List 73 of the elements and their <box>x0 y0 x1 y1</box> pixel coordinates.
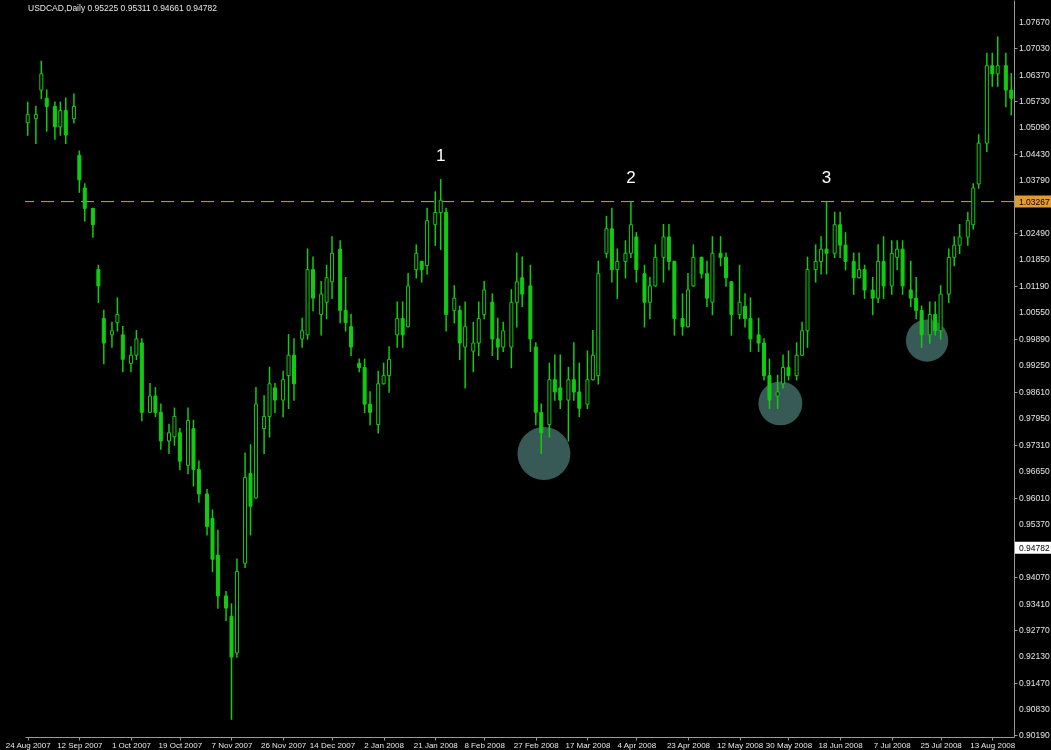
annotation: 2 <box>626 167 636 187</box>
candlestick <box>281 370 286 418</box>
candlestick <box>33 105 38 144</box>
x-tick-label: 30 May 2008 <box>765 740 813 750</box>
y-tick-label: 1.00550 <box>1019 307 1050 318</box>
y-tick-label: 1.05090 <box>1019 122 1050 133</box>
x-tick-label: 1 Oct 2007 <box>111 740 152 750</box>
x-tick-label: 7 Jul 2008 <box>873 740 912 750</box>
candlestick <box>395 301 400 348</box>
x-tick-label: 8 Feb 2008 <box>464 740 506 750</box>
x-tick-label: 21 Jan 2008 <box>413 740 459 750</box>
y-tick-label: 0.93410 <box>1019 598 1050 609</box>
candlestick <box>115 297 120 332</box>
x-tick-label: 12 May 2008 <box>716 740 764 750</box>
x-tick-label: 12 Sep 2007 <box>57 740 104 750</box>
y-tick-label: 1.02490 <box>1019 228 1050 239</box>
ref-line-label: 1.03267 <box>1019 196 1050 207</box>
y-tick-label: 0.95370 <box>1019 518 1050 529</box>
x-tick-label: 13 Aug 2008 <box>970 740 1016 750</box>
candlestick <box>471 321 476 373</box>
candlestick <box>71 93 76 124</box>
candlestick <box>995 36 1000 87</box>
annotation: 3 <box>821 167 832 187</box>
candlestick <box>957 223 962 255</box>
x-tick-label: 19 Oct 2007 <box>158 740 203 750</box>
y-tick-label: 1.06370 <box>1019 70 1050 81</box>
y-tick-label: 1.01850 <box>1019 254 1050 265</box>
candlestick <box>44 89 49 132</box>
y-tick-label: 0.99250 <box>1019 360 1050 371</box>
candlestick <box>224 591 229 622</box>
annotation: 1 <box>435 145 446 165</box>
y-tick-label: 0.96010 <box>1019 492 1050 503</box>
x-tick-label: 18 Jun 2008 <box>818 740 864 750</box>
candlestick <box>96 264 101 303</box>
y-tick-label: 0.90190 <box>1019 729 1050 740</box>
y-tick-label: 1.03790 <box>1019 175 1050 186</box>
y-tick-label: 0.91470 <box>1019 677 1050 688</box>
candlestick <box>82 183 87 222</box>
y-tick-label: 0.94070 <box>1019 571 1050 582</box>
y-tick-label: 0.99890 <box>1019 334 1050 345</box>
candlestick <box>39 60 44 100</box>
x-tick-label: 27 Feb 2008 <box>513 740 560 750</box>
y-tick-label: 0.92130 <box>1019 650 1050 661</box>
x-tick-label: 23 Apr 2008 <box>666 740 711 750</box>
x-tick-label: 7 Nov 2007 <box>211 740 253 750</box>
x-tick-label: 26 Nov 2007 <box>260 740 307 750</box>
y-tick-label: 0.98610 <box>1019 386 1050 397</box>
y-tick-label: 0.92770 <box>1019 624 1050 635</box>
candlestick <box>25 101 30 136</box>
y-tick-label: 0.90830 <box>1019 703 1050 714</box>
candlestick <box>414 244 419 279</box>
candlestick <box>90 207 95 238</box>
candlestick <box>109 321 114 348</box>
candlestick <box>433 191 438 246</box>
y-tick-label: 0.96650 <box>1019 466 1050 477</box>
candlestick <box>349 313 354 356</box>
x-tick-label: 14 Dec 2007 <box>309 740 356 750</box>
chart-title: USDCAD,Daily 0.95225 0.95311 0.94661 0.94782 <box>28 3 218 13</box>
y-tick-label: 1.04430 <box>1019 149 1050 160</box>
x-tick-label: 4 Apr 2008 <box>617 740 657 750</box>
x-tick-label: 25 Jul 2008 <box>920 740 963 750</box>
y-tick-label: 0.97310 <box>1019 439 1050 450</box>
y-tick-label: 0.97950 <box>1019 413 1050 424</box>
x-tick-label: 2 Jan 2008 <box>364 740 405 750</box>
x-tick-label: 17 Mar 2008 <box>565 740 611 750</box>
y-tick-label: 1.01190 <box>1019 281 1050 292</box>
y-tick-label: 1.05730 <box>1019 96 1050 107</box>
y-tick-label: 1.07670 <box>1019 17 1050 28</box>
y-tick-label: 1.07030 <box>1019 43 1050 54</box>
candlestick <box>775 374 780 410</box>
x-tick-label: 24 Aug 2007 <box>5 740 52 750</box>
candlestick <box>452 285 457 324</box>
annotation: 0.94782 <box>1019 542 1050 553</box>
